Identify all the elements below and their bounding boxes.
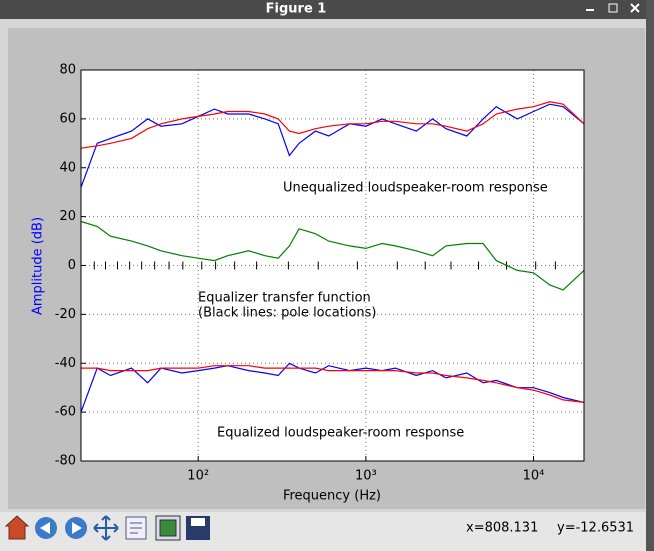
x-tick-label: 10² — [187, 469, 209, 484]
pan-button[interactable] — [93, 515, 119, 541]
annotation: (Black lines: pole locations) — [198, 306, 377, 321]
title-bar — [0, 0, 654, 19]
close-button[interactable] — [630, 3, 640, 13]
series-line — [80, 101, 585, 149]
back-button[interactable] — [35, 517, 57, 539]
window-title: Figure 1 — [266, 2, 327, 17]
series-line — [80, 103, 585, 188]
annotation: Equalized loudspeaker-room response — [217, 426, 464, 441]
status-y: y=-12.6531 — [557, 521, 634, 536]
maximize-button[interactable] — [608, 3, 618, 13]
zoom-button[interactable] — [125, 516, 147, 540]
home-button[interactable] — [4, 515, 30, 540]
y-axis-label: Amplitude (dB) — [31, 217, 46, 315]
subplots-button[interactable] — [155, 515, 181, 541]
y-tick-label: -40 — [55, 356, 76, 371]
y-tick-label: -80 — [55, 454, 76, 469]
series-line — [80, 220, 585, 291]
plot-area — [81, 70, 584, 461]
annotation: Unequalized loudspeaker-room response — [283, 181, 548, 196]
annotation: Equalizer transfer function — [198, 291, 371, 306]
x-tick-label: 10³ — [355, 469, 377, 484]
y-tick-label: -20 — [55, 307, 76, 322]
forward-button[interactable] — [65, 517, 87, 539]
y-tick-label: 60 — [59, 111, 76, 126]
save-button[interactable] — [186, 516, 210, 540]
minimize-button[interactable] — [586, 9, 594, 11]
axes-frame — [80, 69, 585, 462]
x-axis-label: Frequency (Hz) — [283, 489, 381, 504]
y-tick-label: 80 — [59, 63, 76, 78]
plot: -80 -60 -40 -20 0 20 40 60 80 10² 10³ 10⁴ — [55, 63, 585, 484]
y-tick-label: 20 — [59, 209, 76, 224]
y-tick-label: 40 — [59, 160, 76, 175]
series-line — [81, 365, 585, 403]
status-x: x=808.131 — [466, 521, 538, 536]
y-tick-label: -60 — [55, 405, 76, 420]
x-tick-label: 10⁴ — [523, 469, 545, 484]
y-tick-label: 0 — [68, 258, 76, 273]
window-edge — [646, 0, 654, 551]
